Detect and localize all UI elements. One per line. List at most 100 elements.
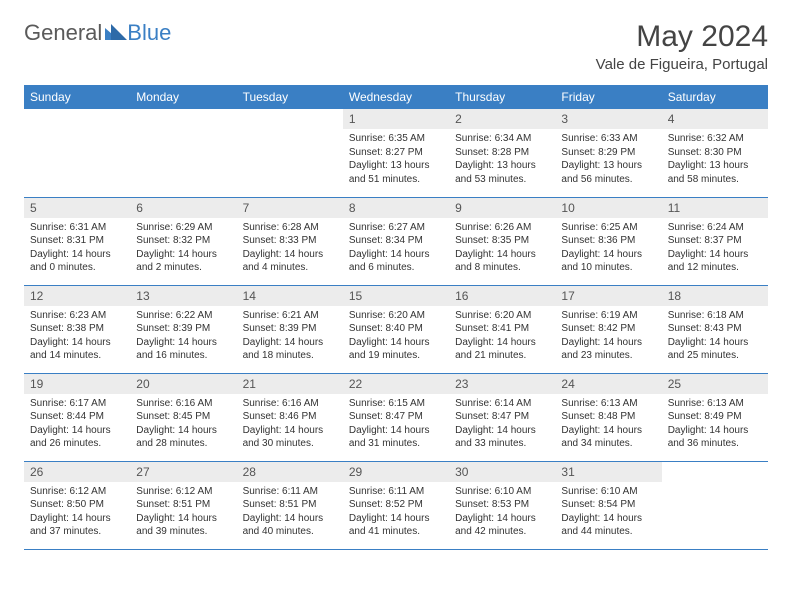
calendar-cell: 22Sunrise: 6:15 AMSunset: 8:47 PMDayligh…: [343, 373, 449, 461]
day-details: Sunrise: 6:20 AMSunset: 8:41 PMDaylight:…: [449, 306, 555, 367]
sunrise-line: Sunrise: 6:26 AM: [455, 221, 549, 235]
day-number: 30: [449, 462, 555, 482]
day-details: Sunrise: 6:10 AMSunset: 8:53 PMDaylight:…: [449, 482, 555, 543]
sunset-line: Sunset: 8:29 PM: [561, 146, 655, 160]
calendar-header-row: SundayMondayTuesdayWednesdayThursdayFrid…: [24, 85, 768, 109]
calendar-cell: 15Sunrise: 6:20 AMSunset: 8:40 PMDayligh…: [343, 285, 449, 373]
sunrise-line: Sunrise: 6:21 AM: [243, 309, 337, 323]
calendar-cell: 13Sunrise: 6:22 AMSunset: 8:39 PMDayligh…: [130, 285, 236, 373]
day-details: Sunrise: 6:14 AMSunset: 8:47 PMDaylight:…: [449, 394, 555, 455]
day-details: Sunrise: 6:12 AMSunset: 8:50 PMDaylight:…: [24, 482, 130, 543]
daylight-line: Daylight: 14 hours and 30 minutes.: [243, 424, 337, 451]
sunrise-line: Sunrise: 6:23 AM: [30, 309, 124, 323]
day-number: 21: [237, 374, 343, 394]
sunrise-line: Sunrise: 6:16 AM: [136, 397, 230, 411]
calendar-table: SundayMondayTuesdayWednesdayThursdayFrid…: [24, 85, 768, 550]
daylight-line: Daylight: 14 hours and 23 minutes.: [561, 336, 655, 363]
calendar-cell: 27Sunrise: 6:12 AMSunset: 8:51 PMDayligh…: [130, 461, 236, 549]
day-number: 22: [343, 374, 449, 394]
calendar-cell: 31Sunrise: 6:10 AMSunset: 8:54 PMDayligh…: [555, 461, 661, 549]
sunset-line: Sunset: 8:43 PM: [668, 322, 762, 336]
day-number: 8: [343, 198, 449, 218]
day-details: Sunrise: 6:13 AMSunset: 8:48 PMDaylight:…: [555, 394, 661, 455]
daylight-line: Daylight: 14 hours and 39 minutes.: [136, 512, 230, 539]
sunset-line: Sunset: 8:44 PM: [30, 410, 124, 424]
calendar-cell: 1Sunrise: 6:35 AMSunset: 8:27 PMDaylight…: [343, 109, 449, 197]
sunset-line: Sunset: 8:51 PM: [243, 498, 337, 512]
sunrise-line: Sunrise: 6:11 AM: [349, 485, 443, 499]
day-number: 28: [237, 462, 343, 482]
day-number: 2: [449, 109, 555, 129]
daylight-line: Daylight: 14 hours and 14 minutes.: [30, 336, 124, 363]
daylight-line: Daylight: 14 hours and 6 minutes.: [349, 248, 443, 275]
sunrise-line: Sunrise: 6:11 AM: [243, 485, 337, 499]
title-block: May 2024 Vale de Figueira, Portugal: [596, 20, 768, 73]
sunset-line: Sunset: 8:32 PM: [136, 234, 230, 248]
calendar-cell: 16Sunrise: 6:20 AMSunset: 8:41 PMDayligh…: [449, 285, 555, 373]
sunrise-line: Sunrise: 6:12 AM: [30, 485, 124, 499]
day-details: Sunrise: 6:21 AMSunset: 8:39 PMDaylight:…: [237, 306, 343, 367]
calendar-cell: 21Sunrise: 6:16 AMSunset: 8:46 PMDayligh…: [237, 373, 343, 461]
calendar-cell: [662, 461, 768, 549]
sunset-line: Sunset: 8:31 PM: [30, 234, 124, 248]
day-details: Sunrise: 6:15 AMSunset: 8:47 PMDaylight:…: [343, 394, 449, 455]
sunset-line: Sunset: 8:30 PM: [668, 146, 762, 160]
day-number: 5: [24, 198, 130, 218]
day-number: 1: [343, 109, 449, 129]
sunset-line: Sunset: 8:33 PM: [243, 234, 337, 248]
sunrise-line: Sunrise: 6:16 AM: [243, 397, 337, 411]
sunset-line: Sunset: 8:49 PM: [668, 410, 762, 424]
triangle-icon: [105, 20, 127, 46]
day-number: 27: [130, 462, 236, 482]
day-number: 24: [555, 374, 661, 394]
daylight-line: Daylight: 14 hours and 37 minutes.: [30, 512, 124, 539]
daylight-line: Daylight: 14 hours and 41 minutes.: [349, 512, 443, 539]
daylight-line: Daylight: 14 hours and 18 minutes.: [243, 336, 337, 363]
day-details: Sunrise: 6:16 AMSunset: 8:46 PMDaylight:…: [237, 394, 343, 455]
day-details: Sunrise: 6:35 AMSunset: 8:27 PMDaylight:…: [343, 129, 449, 190]
sunrise-line: Sunrise: 6:24 AM: [668, 221, 762, 235]
day-details: Sunrise: 6:32 AMSunset: 8:30 PMDaylight:…: [662, 129, 768, 190]
daylight-line: Daylight: 14 hours and 12 minutes.: [668, 248, 762, 275]
sunrise-line: Sunrise: 6:33 AM: [561, 132, 655, 146]
calendar-cell: 2Sunrise: 6:34 AMSunset: 8:28 PMDaylight…: [449, 109, 555, 197]
daylight-line: Daylight: 14 hours and 26 minutes.: [30, 424, 124, 451]
sunrise-line: Sunrise: 6:27 AM: [349, 221, 443, 235]
sunrise-line: Sunrise: 6:32 AM: [668, 132, 762, 146]
sunset-line: Sunset: 8:52 PM: [349, 498, 443, 512]
day-number: 12: [24, 286, 130, 306]
calendar-cell: 5Sunrise: 6:31 AMSunset: 8:31 PMDaylight…: [24, 197, 130, 285]
sunrise-line: Sunrise: 6:15 AM: [349, 397, 443, 411]
sunrise-line: Sunrise: 6:29 AM: [136, 221, 230, 235]
sunrise-line: Sunrise: 6:31 AM: [30, 221, 124, 235]
sunset-line: Sunset: 8:47 PM: [349, 410, 443, 424]
sunset-line: Sunset: 8:37 PM: [668, 234, 762, 248]
sunset-line: Sunset: 8:50 PM: [30, 498, 124, 512]
sunset-line: Sunset: 8:40 PM: [349, 322, 443, 336]
sunset-line: Sunset: 8:39 PM: [243, 322, 337, 336]
day-number: 29: [343, 462, 449, 482]
calendar-cell: [24, 109, 130, 197]
daylight-line: Daylight: 14 hours and 4 minutes.: [243, 248, 337, 275]
sunrise-line: Sunrise: 6:10 AM: [455, 485, 549, 499]
day-number: 18: [662, 286, 768, 306]
daylight-line: Daylight: 14 hours and 28 minutes.: [136, 424, 230, 451]
sunrise-line: Sunrise: 6:22 AM: [136, 309, 230, 323]
calendar-cell: 25Sunrise: 6:13 AMSunset: 8:49 PMDayligh…: [662, 373, 768, 461]
day-number: 17: [555, 286, 661, 306]
sunrise-line: Sunrise: 6:13 AM: [668, 397, 762, 411]
daylight-line: Daylight: 14 hours and 25 minutes.: [668, 336, 762, 363]
day-number: 10: [555, 198, 661, 218]
calendar-day-header: Tuesday: [237, 85, 343, 109]
sunrise-line: Sunrise: 6:10 AM: [561, 485, 655, 499]
sunset-line: Sunset: 8:47 PM: [455, 410, 549, 424]
day-details: Sunrise: 6:10 AMSunset: 8:54 PMDaylight:…: [555, 482, 661, 543]
logo-text-blue: Blue: [127, 20, 171, 46]
day-details: Sunrise: 6:17 AMSunset: 8:44 PMDaylight:…: [24, 394, 130, 455]
daylight-line: Daylight: 14 hours and 10 minutes.: [561, 248, 655, 275]
day-details: Sunrise: 6:23 AMSunset: 8:38 PMDaylight:…: [24, 306, 130, 367]
sunrise-line: Sunrise: 6:17 AM: [30, 397, 124, 411]
day-number: 25: [662, 374, 768, 394]
day-details: Sunrise: 6:19 AMSunset: 8:42 PMDaylight:…: [555, 306, 661, 367]
page-subtitle: Vale de Figueira, Portugal: [596, 56, 768, 73]
